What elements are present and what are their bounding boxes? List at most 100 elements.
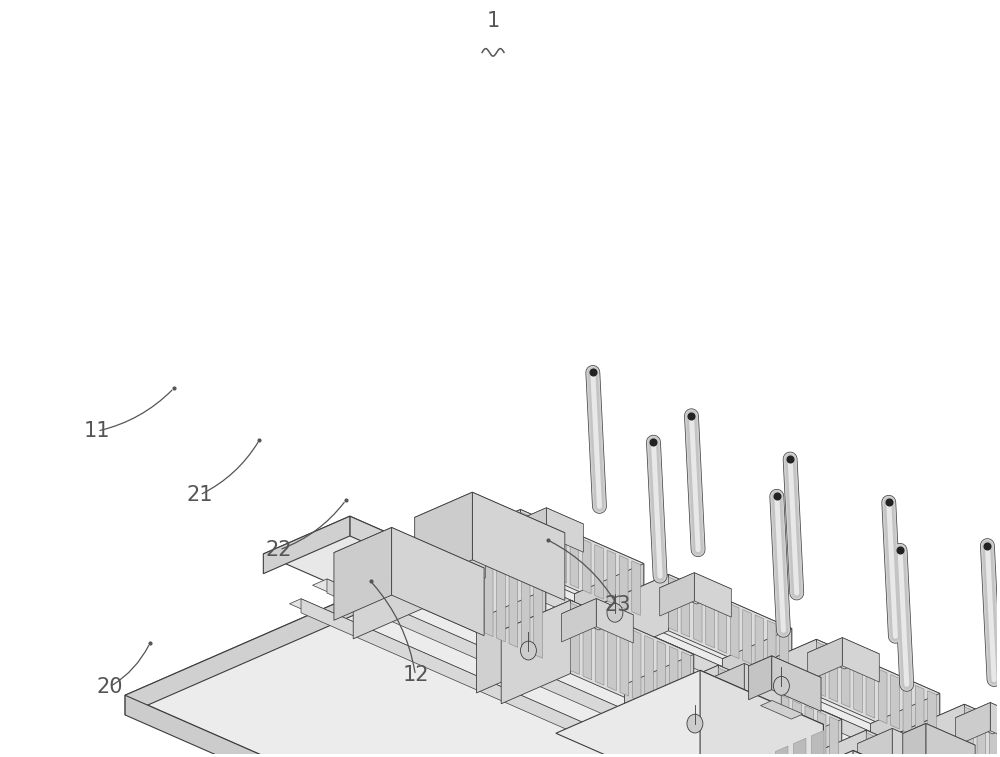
Polygon shape (775, 746, 788, 757)
Ellipse shape (687, 714, 703, 733)
Polygon shape (853, 750, 1000, 757)
Polygon shape (516, 737, 600, 757)
Text: 20: 20 (97, 677, 123, 696)
Polygon shape (710, 664, 781, 695)
Polygon shape (805, 706, 814, 757)
Polygon shape (871, 693, 940, 757)
Polygon shape (313, 579, 1000, 757)
Polygon shape (546, 508, 583, 552)
Polygon shape (472, 492, 565, 600)
Polygon shape (451, 509, 520, 596)
Polygon shape (772, 719, 842, 757)
Polygon shape (723, 628, 792, 715)
Text: 12: 12 (402, 665, 429, 685)
Polygon shape (562, 599, 633, 630)
Text: 1: 1 (486, 11, 500, 31)
Polygon shape (811, 731, 824, 757)
Polygon shape (448, 534, 485, 578)
Polygon shape (718, 599, 727, 653)
Polygon shape (595, 544, 603, 599)
Polygon shape (497, 571, 505, 642)
Polygon shape (915, 685, 924, 740)
Polygon shape (301, 599, 1000, 757)
Polygon shape (427, 683, 477, 716)
Polygon shape (903, 724, 926, 757)
Polygon shape (808, 637, 842, 681)
Polygon shape (632, 630, 641, 702)
Polygon shape (570, 534, 579, 588)
Polygon shape (956, 702, 990, 746)
Polygon shape (744, 664, 781, 708)
Polygon shape (625, 654, 694, 757)
Polygon shape (895, 704, 964, 757)
Polygon shape (411, 536, 1000, 757)
Polygon shape (534, 587, 542, 658)
Polygon shape (878, 669, 887, 724)
Polygon shape (866, 731, 990, 757)
Polygon shape (484, 565, 493, 637)
Polygon shape (521, 512, 529, 567)
Polygon shape (681, 582, 690, 637)
Polygon shape (125, 531, 1000, 757)
Polygon shape (263, 516, 350, 574)
Polygon shape (956, 702, 1000, 734)
Text: 11: 11 (84, 421, 110, 441)
Polygon shape (125, 531, 500, 715)
Polygon shape (747, 640, 816, 726)
Polygon shape (669, 646, 678, 718)
Polygon shape (755, 615, 764, 669)
Polygon shape (263, 516, 442, 594)
Polygon shape (797, 731, 866, 757)
Polygon shape (842, 637, 879, 682)
Polygon shape (660, 573, 731, 604)
Polygon shape (660, 573, 694, 616)
Text: 22: 22 (266, 540, 292, 560)
Polygon shape (353, 535, 422, 639)
Polygon shape (895, 704, 1000, 757)
Polygon shape (387, 603, 444, 696)
Polygon shape (571, 603, 579, 674)
Polygon shape (388, 556, 1000, 757)
Polygon shape (570, 600, 694, 727)
Polygon shape (551, 737, 600, 757)
Polygon shape (768, 690, 777, 757)
Polygon shape (700, 670, 823, 757)
Polygon shape (989, 718, 998, 757)
Polygon shape (817, 711, 826, 757)
Polygon shape (521, 581, 530, 653)
Polygon shape (756, 684, 764, 755)
Polygon shape (965, 707, 973, 757)
Polygon shape (501, 600, 570, 704)
Polygon shape (879, 738, 888, 757)
Polygon shape (422, 535, 546, 662)
Polygon shape (509, 576, 518, 647)
Ellipse shape (773, 677, 789, 695)
Polygon shape (964, 704, 1000, 757)
Polygon shape (757, 754, 770, 757)
Polygon shape (620, 625, 629, 696)
Polygon shape (596, 599, 633, 643)
Text: 21: 21 (186, 485, 213, 505)
Polygon shape (423, 538, 431, 609)
Polygon shape (416, 673, 500, 710)
Polygon shape (808, 637, 879, 669)
Polygon shape (562, 599, 596, 642)
Polygon shape (501, 600, 694, 684)
Polygon shape (512, 508, 583, 539)
Polygon shape (679, 724, 823, 757)
Ellipse shape (607, 603, 623, 622)
Polygon shape (926, 724, 975, 757)
Polygon shape (780, 626, 788, 681)
Polygon shape (444, 603, 1000, 757)
Polygon shape (393, 683, 477, 720)
Polygon shape (797, 731, 990, 757)
Polygon shape (512, 508, 546, 551)
Polygon shape (289, 599, 1000, 757)
Polygon shape (830, 717, 838, 757)
Polygon shape (749, 656, 821, 687)
Polygon shape (460, 554, 468, 626)
Polygon shape (414, 534, 448, 577)
Polygon shape (904, 749, 912, 757)
Polygon shape (916, 755, 925, 757)
Polygon shape (334, 528, 484, 593)
